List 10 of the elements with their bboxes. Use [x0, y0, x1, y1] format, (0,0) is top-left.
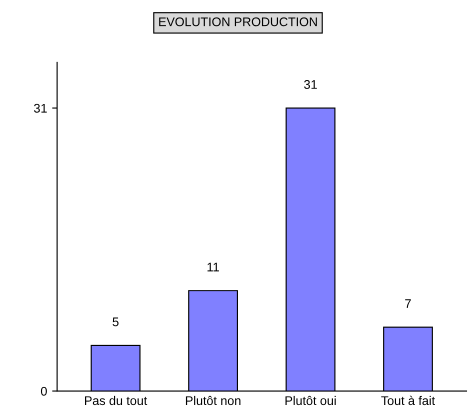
data-label: 31 [304, 80, 317, 89]
data-label: 5 [112, 318, 119, 326]
y-tick-label: 0 [40, 386, 47, 396]
data-label: 7 [405, 299, 411, 308]
x-tick-label: Tout à fait [381, 396, 436, 406]
x-tick-label: Plutôt oui [286, 396, 336, 406]
x-tick-label: Pas du tout [85, 396, 148, 406]
x-tick-label: Plutôt non [186, 396, 240, 406]
data-label: 11 [208, 262, 219, 272]
chart-title: EVOLUTION PRODUCTION [159, 17, 317, 26]
